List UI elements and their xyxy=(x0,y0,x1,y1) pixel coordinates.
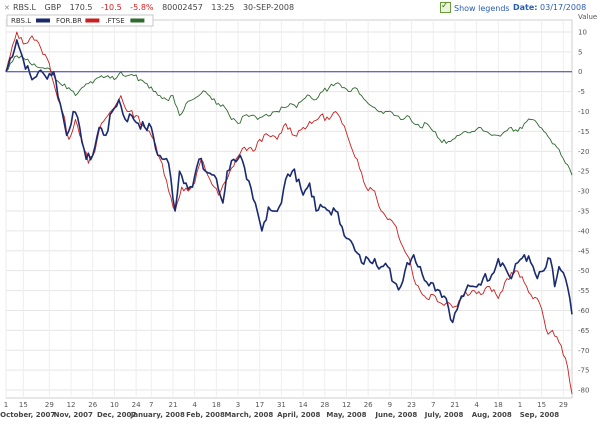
month-label: Feb, 2008 xyxy=(186,411,225,419)
x-tick-label: 12 xyxy=(342,401,351,409)
x-tick-label: 21 xyxy=(450,401,459,409)
y-tick-label: -10 xyxy=(578,108,589,116)
month-label: March, 2008 xyxy=(224,411,273,419)
x-tick-label: 7 xyxy=(431,401,435,409)
show-legends-toggle[interactable]: Show legends xyxy=(440,0,510,15)
date-display: Date: 03/17/2008 xyxy=(513,2,586,14)
x-tick-label: 4 xyxy=(474,401,479,409)
month-label: Sep, 2008 xyxy=(520,411,560,419)
x-tick-label: 15 xyxy=(19,401,28,409)
series-lines xyxy=(5,31,573,395)
y-tick-label: -15 xyxy=(578,128,589,136)
month-label: Aug, 2008 xyxy=(472,411,512,419)
y-tick-label: -70 xyxy=(578,347,589,355)
month-label: July, 2008 xyxy=(424,411,464,419)
date-value: 03/17/2008 xyxy=(540,3,587,12)
month-label: January, 2008 xyxy=(130,411,185,419)
x-tick-label: 12 xyxy=(67,401,76,409)
legend-entry-label: FOR.BR xyxy=(56,17,82,25)
ticker-time: 13:25 xyxy=(211,3,235,12)
month-label: June, 2008 xyxy=(374,411,417,419)
y-tick-label: -40 xyxy=(578,227,589,235)
y-tick-label: -5 xyxy=(578,88,585,96)
x-tick-label: 26 xyxy=(88,401,97,409)
month-label: October, 2007 xyxy=(0,411,55,419)
y-tick-label: -55 xyxy=(578,287,589,295)
y-tick-label: -80 xyxy=(578,387,589,395)
ticker-summary: ✕ RBS.L GBP 170.5 -10.5 -5.8% 80002457 13… xyxy=(4,0,300,16)
x-tick-label: 3 xyxy=(236,401,240,409)
y-tick-label: 5 xyxy=(578,48,582,56)
x-tick-label: 28 xyxy=(320,401,329,409)
legend-swatch xyxy=(36,18,50,23)
x-tick-label: 9 xyxy=(388,401,392,409)
series-line-forbr xyxy=(5,31,573,395)
legend-entry-label: .FTSE xyxy=(105,17,124,25)
month-label: April, 2008 xyxy=(277,411,320,419)
x-tick-label: 1 xyxy=(4,401,8,409)
x-tick-label: 21 xyxy=(169,401,178,409)
ticker-change: -10.5 xyxy=(101,3,122,12)
y-tick-label: -65 xyxy=(578,327,589,335)
x-tick-label: 7 xyxy=(149,401,153,409)
x-tick-label: 10 xyxy=(110,401,119,409)
ticker-date: 30-SEP-2008 xyxy=(242,3,295,12)
ticker-price: 170.5 xyxy=(69,3,93,12)
x-tick-label: 4 xyxy=(192,401,197,409)
month-label: Dec, 2007 xyxy=(97,411,136,419)
month-label: May, 2008 xyxy=(326,411,366,419)
grid xyxy=(5,19,573,399)
date-label: Date: xyxy=(513,3,538,12)
y-tick-label: 0 xyxy=(578,68,582,76)
x-tick-label: 17 xyxy=(255,401,264,409)
y-tick-label: -60 xyxy=(578,307,589,315)
legend: RBS.L FOR.BR .FTSE xyxy=(6,14,154,27)
x-tick-label: 24 xyxy=(132,401,141,409)
x-tick-label: 26 xyxy=(364,401,373,409)
ticker-currency: GBP xyxy=(44,3,62,12)
y-tick-label: -45 xyxy=(578,247,589,255)
y-tick-label: -35 xyxy=(578,208,589,216)
x-tick-label: 29 xyxy=(45,401,54,409)
x-tick-label: 14 xyxy=(299,401,308,409)
month-label: Nov, 2007 xyxy=(54,411,93,419)
x-tick-label: 18 xyxy=(212,401,221,409)
y-tick-label: -75 xyxy=(578,367,589,375)
y-tick-label: -30 xyxy=(578,188,589,196)
chart-header: ✕ RBS.L GBP 170.5 -10.5 -5.8% 80002457 13… xyxy=(0,0,600,16)
ticker-volume: 80002457 xyxy=(162,3,203,12)
x-tick-label: 23 xyxy=(407,401,416,409)
y-tick-label: 10 xyxy=(578,28,587,36)
x-tick-label: 31 xyxy=(277,401,286,409)
plot-frame xyxy=(5,19,573,399)
y-tick-label: -20 xyxy=(578,148,589,156)
x-tick-label: 29 xyxy=(559,401,568,409)
legend-swatch xyxy=(130,18,145,23)
show-legends-checkbox[interactable] xyxy=(440,0,451,13)
legend-swatch xyxy=(85,18,100,23)
ticker-change-pct: -5.8% xyxy=(130,3,154,12)
series-line-rbsl xyxy=(5,39,573,324)
y-tick-label: -50 xyxy=(578,267,589,275)
y-axis-label: Value xyxy=(578,13,597,21)
legend-box xyxy=(6,14,154,27)
x-tick-label: 15 xyxy=(537,401,546,409)
show-legends-label: Show legends xyxy=(454,4,510,13)
axes: 10 5 0 -5 -10 -15 -20 -25 -30 -35 -40 -45 -50 -55 -60 -… xyxy=(0,13,597,419)
x-tick-label: 1 xyxy=(518,401,522,409)
series-line-ftse xyxy=(5,55,573,176)
x-tick-label: 18 xyxy=(494,401,503,409)
ticker-symbol: RBS.L xyxy=(13,3,36,12)
y-tick-label: -25 xyxy=(578,168,589,176)
legend-entry-label: RBS.L xyxy=(11,17,31,25)
